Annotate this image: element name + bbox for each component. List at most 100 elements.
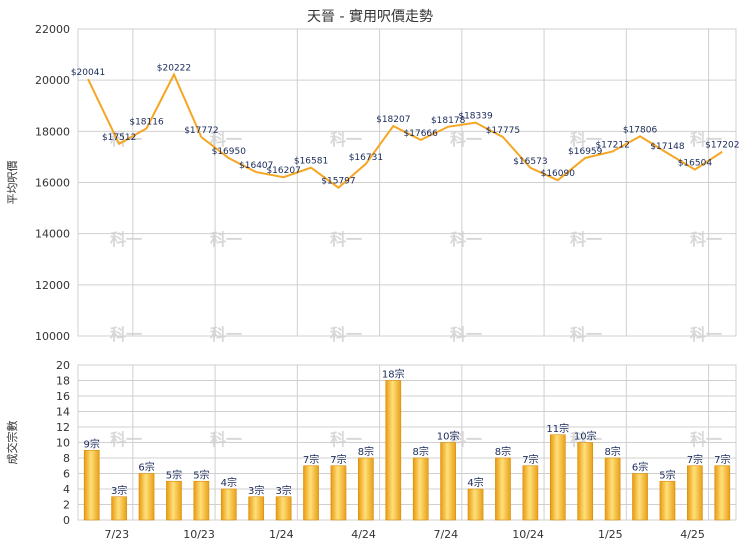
bar-chart-y-axis: 0 2 4 6 8 10 12 14 16 18 20 xyxy=(56,359,70,527)
y-tick-label: 18 xyxy=(56,375,70,388)
bar-value-label: 4宗 xyxy=(467,476,483,489)
point-value-label: $16207 xyxy=(266,166,300,176)
line-chart-grid xyxy=(77,28,737,337)
watermark-text: 科一 xyxy=(330,430,362,449)
bar-value-label: 8宗 xyxy=(495,445,511,458)
bar xyxy=(330,465,347,521)
x-tick-label: 10/24 xyxy=(512,528,544,541)
bar-value-label: 3宗 xyxy=(248,484,264,497)
bar xyxy=(275,496,292,521)
bar-value-label: 7宗 xyxy=(303,453,319,466)
watermark-text: 科一 xyxy=(450,230,482,249)
bar xyxy=(83,449,100,521)
watermark-text: 科一 xyxy=(450,430,482,449)
bar xyxy=(659,480,676,521)
point-value-label: $15797 xyxy=(321,177,355,187)
bar xyxy=(632,473,648,521)
bar-data-labels: 9宗 3宗 6宗 5宗 5宗 4宗 3宗 3宗 7宗 7宗 8宗 18宗 8宗 10宗 4宗 8宗 7宗 11宗 1… xyxy=(84,368,731,497)
y-tick-label: 4 xyxy=(63,483,70,496)
y-axis-title: 成交宗數 xyxy=(5,421,19,465)
bar-value-label: 8宗 xyxy=(413,445,429,458)
x-tick-label: 1/24 xyxy=(269,528,294,541)
point-value-label: $17212 xyxy=(595,140,629,150)
point-value-label: $20222 xyxy=(157,63,191,73)
bar-value-label: 18宗 xyxy=(382,368,405,381)
point-value-label: $18178 xyxy=(431,116,466,126)
watermark-text: 科一 xyxy=(690,325,722,344)
point-value-label: $17512 xyxy=(102,133,136,143)
bar xyxy=(522,465,539,521)
watermark-text: 科一 xyxy=(210,430,242,449)
point-value-label: $17775 xyxy=(486,126,520,136)
y-tick-label: 16000 xyxy=(35,177,70,190)
y-axis-title: 平均呎價 xyxy=(5,161,19,205)
bar-value-label: 7宗 xyxy=(330,453,346,466)
x-tick-label: 1/25 xyxy=(598,528,623,541)
point-value-label: $17202 xyxy=(705,141,739,151)
point-value-label: $16573 xyxy=(513,157,547,167)
watermark-text: 科一 xyxy=(690,130,722,149)
point-value-label: $17666 xyxy=(404,129,439,139)
bar xyxy=(412,457,429,521)
watermark-text: 科一 xyxy=(450,325,482,344)
point-value-label: $18207 xyxy=(376,115,410,125)
bar xyxy=(440,442,456,521)
point-value-label: $16504 xyxy=(678,159,713,169)
watermark-text: 科一 xyxy=(450,130,482,149)
watermark-text: 科一 xyxy=(330,325,362,344)
bar xyxy=(138,473,155,521)
bar xyxy=(248,496,265,521)
y-tick-label: 14000 xyxy=(35,228,70,241)
y-tick-label: 18000 xyxy=(35,125,70,138)
bar-value-label: 8宗 xyxy=(604,445,620,458)
bar-value-label: 7宗 xyxy=(522,453,538,466)
bar-value-label: 10宗 xyxy=(574,430,597,443)
bar xyxy=(549,434,566,521)
x-tick-label: 7/24 xyxy=(433,528,458,541)
watermark-text: 科一 xyxy=(110,230,142,249)
chart-title: 天晉 - 實用呎價走勢 xyxy=(307,9,433,25)
bar-series xyxy=(83,380,731,521)
watermark-text: 科一 xyxy=(210,130,242,149)
bar-value-label: 7宗 xyxy=(687,453,703,466)
watermark-text: 科一 xyxy=(330,130,362,149)
bar-value-label: 3宗 xyxy=(275,484,291,497)
bar-chart-x-axis: 7/23 10/23 1/24 4/24 7/24 10/24 1/25 4/25 xyxy=(104,528,704,541)
line-data-labels: $20041 $17512 $18116 $20222 $17772 $16950 $164… xyxy=(71,63,740,186)
price-line xyxy=(87,72,723,189)
bar xyxy=(303,465,319,521)
y-tick-label: 16 xyxy=(56,390,70,403)
bar-value-label: 5宗 xyxy=(659,468,675,481)
point-value-label: $16731 xyxy=(349,153,383,163)
bar xyxy=(358,457,374,521)
bar-value-label: 6宗 xyxy=(138,461,154,474)
watermark-text: 科一 xyxy=(690,430,722,449)
y-tick-label: 10000 xyxy=(35,330,70,343)
bar xyxy=(166,480,182,521)
point-value-label: $17772 xyxy=(184,126,218,136)
point-value-label: $16407 xyxy=(239,161,273,171)
bar xyxy=(687,465,703,521)
point-value-label: $18116 xyxy=(129,117,164,127)
watermark-text: 科一 xyxy=(110,325,142,344)
watermark-text: 科一 xyxy=(570,325,602,344)
watermark-text: 科一 xyxy=(570,230,602,249)
watermark-text: 科一 xyxy=(690,230,722,249)
bar xyxy=(220,488,237,521)
bar-value-label: 7宗 xyxy=(714,453,730,466)
y-tick-label: 2 xyxy=(63,499,70,512)
x-tick-label: 4/24 xyxy=(351,528,376,541)
point-value-label: $16950 xyxy=(212,147,247,157)
y-tick-label: 10 xyxy=(56,437,70,450)
watermark-text: 科一 xyxy=(210,325,242,344)
x-tick-label: 4/25 xyxy=(680,528,705,541)
bar-value-label: 11宗 xyxy=(546,422,569,435)
bar-value-label: 3宗 xyxy=(111,484,127,497)
bar xyxy=(467,488,484,521)
bar xyxy=(577,442,594,521)
bar-value-label: 10宗 xyxy=(437,430,460,443)
bar xyxy=(495,457,511,521)
watermark-text: 科一 xyxy=(210,230,242,249)
